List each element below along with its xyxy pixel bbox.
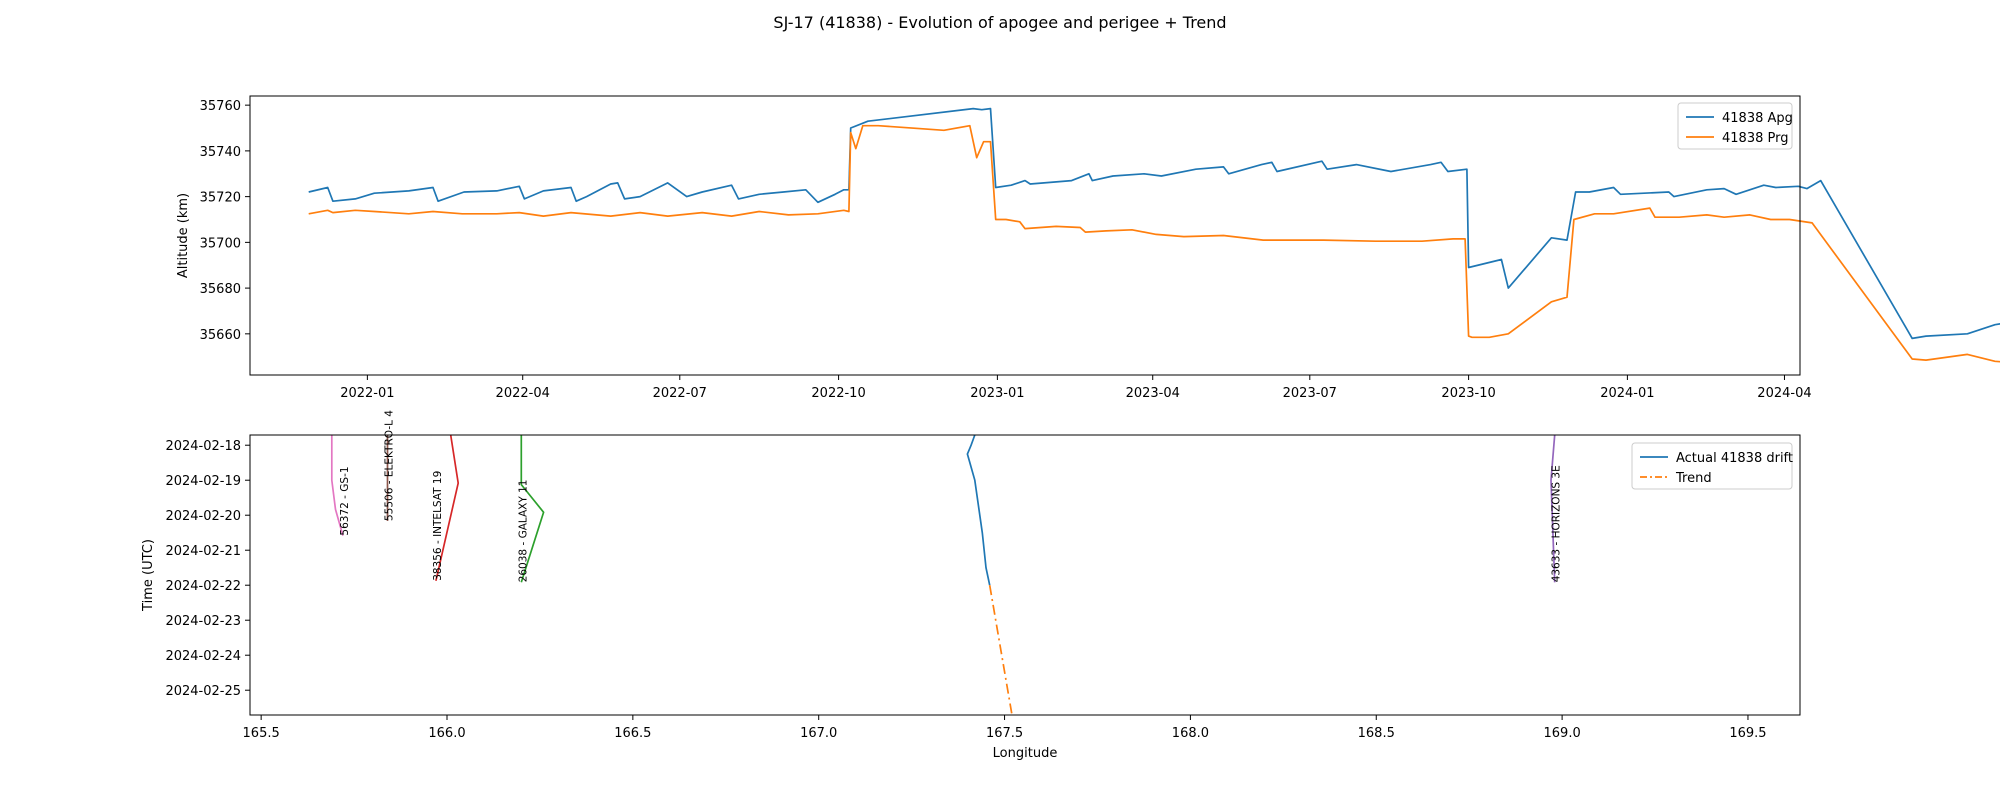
altitude-plot: 2022-01 2022-04 2022-07 2022-10 2023-01 2023-… [176, 95, 2000, 401]
x-tick-label: 166.0 [428, 726, 465, 741]
y-tick-label: 2024-02-25 [165, 684, 241, 699]
x-tick-label: 2023-04 [1126, 386, 1180, 401]
y-tick-label: 35760 [200, 99, 241, 114]
y-tick-label: 35720 [200, 191, 241, 206]
neighbor-track-56372-gs-1 [330, 435, 344, 536]
x-axis-label: Longitude [993, 746, 1058, 761]
series-41838-apg [308, 107, 2000, 340]
x-tick-label: 165.5 [243, 726, 280, 741]
y-tick-label: 2024-02-18 [165, 439, 241, 454]
y-tick-label: 35740 [200, 145, 241, 160]
neighbor-label: 43633 - HORIZONS 3E [1551, 465, 1563, 582]
x-tick-label: 169.0 [1544, 726, 1581, 741]
y-tick-label: 35680 [200, 282, 241, 297]
y-axis-label: Time (UTC) [141, 539, 156, 612]
plot-frame [249, 434, 1801, 716]
legend-label: 41838 Prg [1722, 131, 1788, 146]
legend-label: Actual 41838 drift [1676, 451, 1793, 466]
neighbor-label: 38356 - INTELSAT 19 [432, 471, 444, 581]
neighbor-track-43633-horizons-3e [1550, 434, 1556, 583]
y-tick-label: 35660 [200, 328, 241, 343]
y-tick-label: 2024-02-20 [165, 509, 241, 524]
x-tick-label: 2023-01 [970, 386, 1024, 401]
x-tick-label: 2023-10 [1441, 386, 1495, 401]
x-tick-label: 167.5 [986, 726, 1023, 741]
x-tick-label: 168.5 [1358, 726, 1395, 741]
neighbor-label: 55506 - ELEKTRO-L 4 [384, 410, 396, 521]
x-tick-label: 2022-10 [811, 386, 865, 401]
x-tick-label: 2024-01 [1600, 386, 1654, 401]
y-tick-label: 35700 [200, 236, 241, 251]
x-tick-label: 2023-07 [1283, 386, 1337, 401]
x-tick-label: 2024-04 [1757, 386, 1811, 401]
y-tick-label: 2024-02-22 [165, 579, 241, 594]
neighbor-track-38356-intelsat-19 [435, 434, 460, 581]
legend-label: 41838 Apg [1722, 111, 1793, 126]
neighbor-label: 56372 - GS-1 [339, 466, 351, 535]
legend: 41838 Apg 41838 Prg [1677, 102, 1793, 150]
x-tick-label: 2022-04 [496, 386, 550, 401]
series-41838-prg [308, 124, 2000, 363]
neighbor-label: 26038 - GALAXY 11 [517, 480, 529, 583]
x-tick-label: 2022-01 [340, 386, 394, 401]
plot-frame [249, 95, 1801, 376]
y-tick-label: 2024-02-23 [165, 614, 241, 629]
x-tick-label: 166.5 [614, 726, 651, 741]
x-tick-label: 168.0 [1172, 726, 1209, 741]
x-tick-label: 167.0 [800, 726, 837, 741]
y-tick-label: 2024-02-19 [165, 474, 241, 489]
neighbor-track-26038-galaxy-11 [520, 435, 545, 583]
series-trend [988, 585, 1013, 716]
y-axis-label: Altitude (km) [176, 193, 191, 278]
y-tick-label: 2024-02-21 [165, 544, 241, 559]
series-actual-41838-drift [966, 434, 991, 586]
x-tick-label: 2022-07 [653, 386, 707, 401]
x-tick-label: 169.5 [1729, 726, 1766, 741]
y-tick-label: 2024-02-24 [165, 649, 241, 664]
legend-label: Trend [1675, 471, 1712, 486]
figure-title: SJ-17 (41838) - Evolution of apogee and … [773, 13, 1226, 32]
legend: Actual 41838 drift Trend [1631, 442, 1793, 490]
drift-plot: 56372 - GS-1 55506 - ELEKTRO-L 4 38356 - I… [141, 410, 1801, 761]
legend-box [1631, 442, 1793, 490]
